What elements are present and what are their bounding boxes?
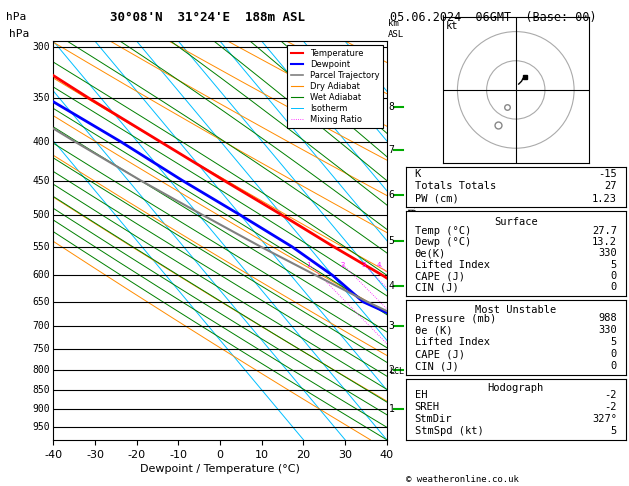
Text: K: K bbox=[415, 169, 421, 179]
Legend: Temperature, Dewpoint, Parcel Trajectory, Dry Adiabat, Wet Adiabat, Isotherm, Mi: Temperature, Dewpoint, Parcel Trajectory… bbox=[287, 46, 382, 128]
Text: 8: 8 bbox=[389, 102, 394, 112]
X-axis label: Dewpoint / Temperature (°C): Dewpoint / Temperature (°C) bbox=[140, 464, 300, 474]
Text: 1.23: 1.23 bbox=[592, 194, 617, 204]
Text: 7: 7 bbox=[389, 145, 394, 155]
Text: 05.06.2024  06GMT  (Base: 00): 05.06.2024 06GMT (Base: 00) bbox=[390, 11, 596, 24]
Text: 5: 5 bbox=[611, 426, 617, 436]
Text: Mixing Ratio (g/kg): Mixing Ratio (g/kg) bbox=[407, 185, 417, 296]
Text: CIN (J): CIN (J) bbox=[415, 362, 459, 371]
Text: 650: 650 bbox=[33, 297, 50, 307]
Text: 330: 330 bbox=[598, 248, 617, 259]
Text: 950: 950 bbox=[33, 422, 50, 432]
Text: StmSpd (kt): StmSpd (kt) bbox=[415, 426, 483, 436]
Text: EH: EH bbox=[415, 390, 427, 400]
Text: Dewp (°C): Dewp (°C) bbox=[415, 237, 470, 247]
Text: -2: -2 bbox=[604, 402, 617, 412]
Text: 13.2: 13.2 bbox=[592, 237, 617, 247]
Text: 0: 0 bbox=[611, 362, 617, 371]
Text: 500: 500 bbox=[33, 210, 50, 220]
Text: 27.7: 27.7 bbox=[592, 226, 617, 236]
Text: Pressure (mb): Pressure (mb) bbox=[415, 313, 496, 323]
Text: CIN (J): CIN (J) bbox=[415, 282, 459, 293]
Text: 750: 750 bbox=[33, 344, 50, 354]
Text: θe(K): θe(K) bbox=[415, 248, 446, 259]
Text: PW (cm): PW (cm) bbox=[415, 194, 459, 204]
Text: Lifted Index: Lifted Index bbox=[415, 260, 489, 270]
Text: 6: 6 bbox=[389, 190, 394, 200]
Text: 5: 5 bbox=[611, 337, 617, 347]
Text: 400: 400 bbox=[33, 137, 50, 147]
Text: 330: 330 bbox=[598, 325, 617, 335]
Text: CAPE (J): CAPE (J) bbox=[415, 349, 464, 360]
Text: 5: 5 bbox=[389, 236, 394, 245]
Text: 327°: 327° bbox=[592, 414, 617, 424]
Text: Lifted Index: Lifted Index bbox=[415, 337, 489, 347]
Text: hPa: hPa bbox=[6, 12, 26, 22]
Text: 350: 350 bbox=[33, 93, 50, 103]
Text: Surface: Surface bbox=[494, 217, 538, 227]
Text: 4: 4 bbox=[377, 261, 381, 267]
Text: 450: 450 bbox=[33, 175, 50, 186]
Text: Totals Totals: Totals Totals bbox=[415, 181, 496, 191]
Text: StmDir: StmDir bbox=[415, 414, 452, 424]
Text: 3: 3 bbox=[389, 321, 394, 331]
Text: 1: 1 bbox=[307, 261, 311, 267]
Text: Most Unstable: Most Unstable bbox=[475, 305, 557, 315]
Text: 800: 800 bbox=[33, 365, 50, 375]
Text: 0: 0 bbox=[611, 271, 617, 281]
Text: 5: 5 bbox=[611, 260, 617, 270]
Text: -15: -15 bbox=[598, 169, 617, 179]
Text: 2: 2 bbox=[340, 261, 345, 267]
Text: 300: 300 bbox=[33, 42, 50, 52]
Text: LCL: LCL bbox=[389, 367, 404, 376]
Text: hPa: hPa bbox=[9, 29, 30, 39]
Text: -2: -2 bbox=[604, 390, 617, 400]
Text: 0: 0 bbox=[611, 349, 617, 360]
Text: Temp (°C): Temp (°C) bbox=[415, 226, 470, 236]
Text: 27: 27 bbox=[604, 181, 617, 191]
Text: kt: kt bbox=[446, 21, 459, 32]
Text: Hodograph: Hodograph bbox=[487, 383, 544, 393]
Text: 30°08'N  31°24'E  188m ASL: 30°08'N 31°24'E 188m ASL bbox=[110, 11, 305, 24]
Text: 600: 600 bbox=[33, 270, 50, 280]
Text: 988: 988 bbox=[598, 313, 617, 323]
Text: 2: 2 bbox=[389, 365, 394, 375]
Text: 4: 4 bbox=[389, 281, 394, 291]
Text: 900: 900 bbox=[33, 404, 50, 414]
Text: 850: 850 bbox=[33, 385, 50, 395]
Text: 0: 0 bbox=[611, 282, 617, 293]
Text: © weatheronline.co.uk: © weatheronline.co.uk bbox=[406, 474, 518, 484]
Text: SREH: SREH bbox=[415, 402, 440, 412]
Text: 3: 3 bbox=[361, 261, 365, 267]
Text: 1: 1 bbox=[389, 404, 394, 414]
Text: 700: 700 bbox=[33, 321, 50, 331]
Text: θe (K): θe (K) bbox=[415, 325, 452, 335]
Text: 550: 550 bbox=[33, 242, 50, 252]
Text: CAPE (J): CAPE (J) bbox=[415, 271, 464, 281]
Text: km
ASL: km ASL bbox=[388, 19, 404, 39]
